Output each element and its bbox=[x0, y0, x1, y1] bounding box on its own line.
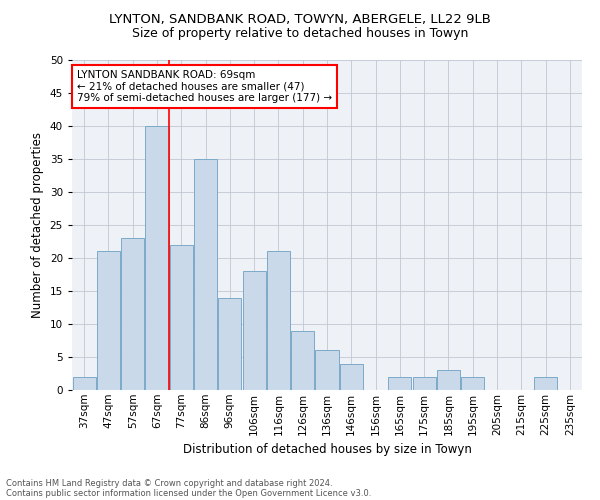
Text: Size of property relative to detached houses in Towyn: Size of property relative to detached ho… bbox=[132, 28, 468, 40]
Bar bbox=[437, 370, 460, 390]
Bar bbox=[316, 350, 338, 390]
Bar bbox=[194, 159, 217, 390]
Y-axis label: Number of detached properties: Number of detached properties bbox=[31, 132, 44, 318]
Bar bbox=[267, 252, 290, 390]
Bar bbox=[218, 298, 241, 390]
Text: Contains public sector information licensed under the Open Government Licence v3: Contains public sector information licen… bbox=[6, 488, 371, 498]
Bar bbox=[145, 126, 169, 390]
Bar bbox=[291, 330, 314, 390]
Bar bbox=[340, 364, 363, 390]
Bar bbox=[170, 245, 193, 390]
Bar bbox=[461, 377, 484, 390]
X-axis label: Distribution of detached houses by size in Towyn: Distribution of detached houses by size … bbox=[182, 443, 472, 456]
Bar bbox=[388, 377, 412, 390]
Bar bbox=[413, 377, 436, 390]
Bar bbox=[242, 271, 266, 390]
Bar bbox=[121, 238, 144, 390]
Text: Contains HM Land Registry data © Crown copyright and database right 2024.: Contains HM Land Registry data © Crown c… bbox=[6, 478, 332, 488]
Bar bbox=[97, 252, 120, 390]
Text: LYNTON, SANDBANK ROAD, TOWYN, ABERGELE, LL22 9LB: LYNTON, SANDBANK ROAD, TOWYN, ABERGELE, … bbox=[109, 12, 491, 26]
Bar bbox=[73, 377, 95, 390]
Text: LYNTON SANDBANK ROAD: 69sqm
← 21% of detached houses are smaller (47)
79% of sem: LYNTON SANDBANK ROAD: 69sqm ← 21% of det… bbox=[77, 70, 332, 103]
Bar bbox=[534, 377, 557, 390]
